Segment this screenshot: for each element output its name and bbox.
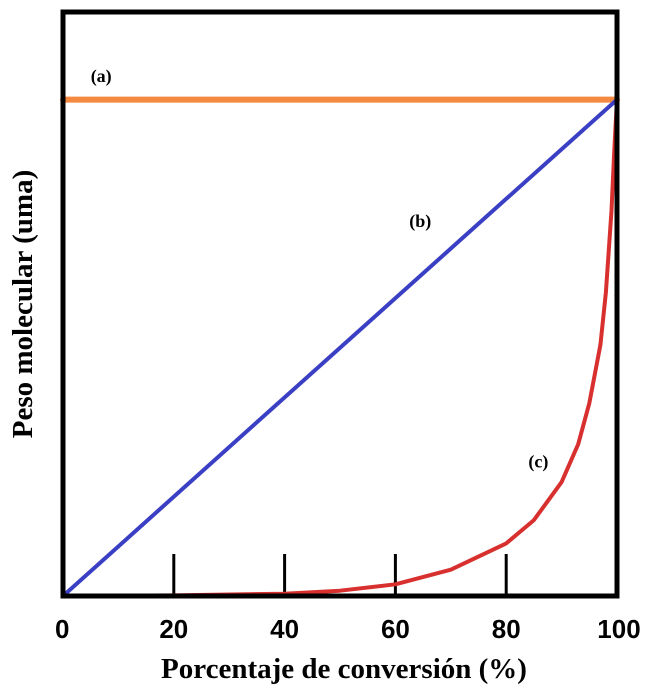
x-tick-label-20: 20 [159, 614, 188, 644]
x-axis-title: Porcentaje de conversión (%) [161, 653, 527, 685]
series-group [60, 96, 620, 598]
series-label-c: (c) [528, 452, 548, 473]
x-tick-label-40: 40 [270, 614, 299, 644]
x-tick-label-80: 80 [492, 614, 521, 644]
series-line-c [61, 97, 619, 598]
series-labels: (a) (b) (c) [91, 66, 549, 472]
y-axis-title: Peso molecular (uma) [7, 170, 39, 438]
x-ticks [172, 554, 508, 596]
x-tick-label-60: 60 [381, 614, 410, 644]
series-line-b [61, 97, 619, 598]
series-label-b: (b) [409, 211, 431, 232]
plot-frame [60, 9, 620, 599]
x-tick-label-100: 100 [597, 614, 640, 644]
x-tick-labels: 0 20 40 60 80 100 [55, 614, 641, 644]
x-tick-label-0: 0 [55, 614, 69, 644]
series-label-a: (a) [91, 66, 112, 87]
